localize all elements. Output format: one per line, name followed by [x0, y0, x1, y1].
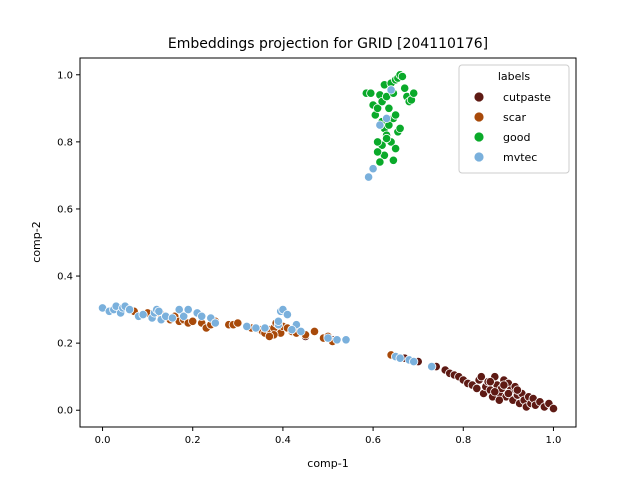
data-point-mvtec — [363, 172, 374, 182]
legend-label-mvtec: mvtec — [503, 151, 537, 164]
x-tick-label: 0.2 — [185, 435, 201, 446]
legend-marker-scar — [473, 111, 485, 123]
data-point-mvtec — [341, 335, 351, 345]
x-tick-label: 0.6 — [365, 435, 381, 446]
data-point-mvtec — [179, 311, 189, 321]
data-point-mvtec — [273, 316, 283, 326]
data-point-cutpaste — [503, 388, 513, 399]
data-point-cutpaste — [485, 377, 495, 387]
data-point-scar — [309, 326, 320, 336]
data-point-good — [384, 103, 394, 113]
legend-items: cutpaste scar good mvtec — [473, 91, 551, 164]
y-tick-label: 1.0 — [57, 70, 73, 81]
y-tick-label: 0.4 — [57, 272, 73, 283]
x-tick-label: 0.8 — [455, 435, 471, 446]
legend-title: labels — [498, 70, 531, 83]
data-point-mvtec — [154, 306, 164, 316]
data-point-mvtec — [183, 304, 193, 315]
x-axis-ticks: 0.0 0.2 0.4 0.6 0.8 1.0 — [95, 427, 562, 446]
data-point-mvtec — [167, 313, 177, 323]
data-point-mvtec — [368, 164, 378, 174]
data-point-cutpaste — [499, 380, 509, 390]
data-point-mvtec — [395, 353, 405, 363]
data-point-mvtec — [174, 304, 184, 315]
data-point-mvtec — [332, 335, 342, 345]
data-point-good — [397, 71, 407, 82]
legend-marker-good — [473, 131, 485, 143]
data-point-good — [372, 103, 383, 113]
data-point-cutpaste — [490, 387, 500, 397]
data-point-mvtec — [242, 321, 252, 331]
data-point-good — [381, 133, 392, 144]
data-point-good — [409, 88, 419, 98]
data-point-mvtec — [282, 309, 292, 320]
data-point-mvtec — [375, 120, 385, 130]
x-tick-label: 0.0 — [95, 435, 111, 446]
plot-frame — [79, 57, 577, 428]
legend-box — [458, 64, 570, 174]
data-point-good — [366, 88, 376, 98]
y-tick-label: 0.0 — [57, 406, 73, 417]
data-point-scar — [188, 316, 198, 326]
data-point-cutpaste — [472, 383, 482, 393]
data-point-mvtec — [386, 85, 396, 95]
data-point-mvtec — [409, 356, 419, 367]
legend-label-cutpaste: cutpaste — [503, 91, 551, 104]
data-point-good — [372, 147, 383, 157]
legend: labels cutpaste scar good mvtec — [458, 64, 570, 174]
data-point-mvtec — [260, 323, 270, 333]
data-point-mvtec — [323, 333, 333, 343]
data-point-mvtec — [251, 323, 261, 333]
data-point-mvtec — [287, 325, 297, 335]
data-point-mvtec — [427, 361, 437, 372]
data-point-mvtec — [138, 309, 148, 320]
data-point-good — [375, 157, 385, 167]
y-tick-label: 0.2 — [57, 339, 73, 350]
data-point-mvtec — [197, 311, 207, 321]
data-point-good — [395, 123, 405, 133]
data-point-cutpaste — [548, 403, 559, 414]
y-tick-label: 0.8 — [57, 137, 73, 148]
legend-marker-cutpaste — [473, 91, 485, 103]
y-tick-label: 0.6 — [57, 204, 73, 215]
data-point-cutpaste — [494, 395, 504, 405]
data-point-cutpaste — [476, 372, 486, 382]
data-point-mvtec — [210, 318, 220, 328]
y-axis-label: comp-2 — [30, 221, 43, 262]
data-point-mvtec — [381, 113, 392, 124]
data-point-scar — [264, 331, 274, 341]
data-point-good — [390, 110, 401, 120]
points-layer — [97, 70, 559, 414]
x-tick-label: 0.4 — [275, 435, 291, 446]
data-point-cutpaste — [512, 385, 523, 395]
data-point-good — [372, 137, 383, 147]
chart-title: Embeddings projection for GRID [20411017… — [168, 36, 488, 52]
data-point-scar — [233, 318, 243, 328]
legend-label-good: good — [503, 131, 530, 144]
data-point-good — [400, 83, 410, 93]
x-tick-label: 1.0 — [546, 435, 562, 446]
data-point-good — [388, 155, 398, 165]
data-point-mvtec — [125, 304, 135, 315]
data-point-good — [390, 144, 401, 154]
data-point-mvtec — [296, 326, 306, 336]
legend-marker-mvtec — [473, 151, 485, 163]
legend-label-scar: scar — [503, 111, 527, 124]
x-axis-label: comp-1 — [307, 457, 348, 470]
y-axis-ticks: 0.0 0.2 0.4 0.6 0.8 1.0 — [57, 70, 80, 417]
